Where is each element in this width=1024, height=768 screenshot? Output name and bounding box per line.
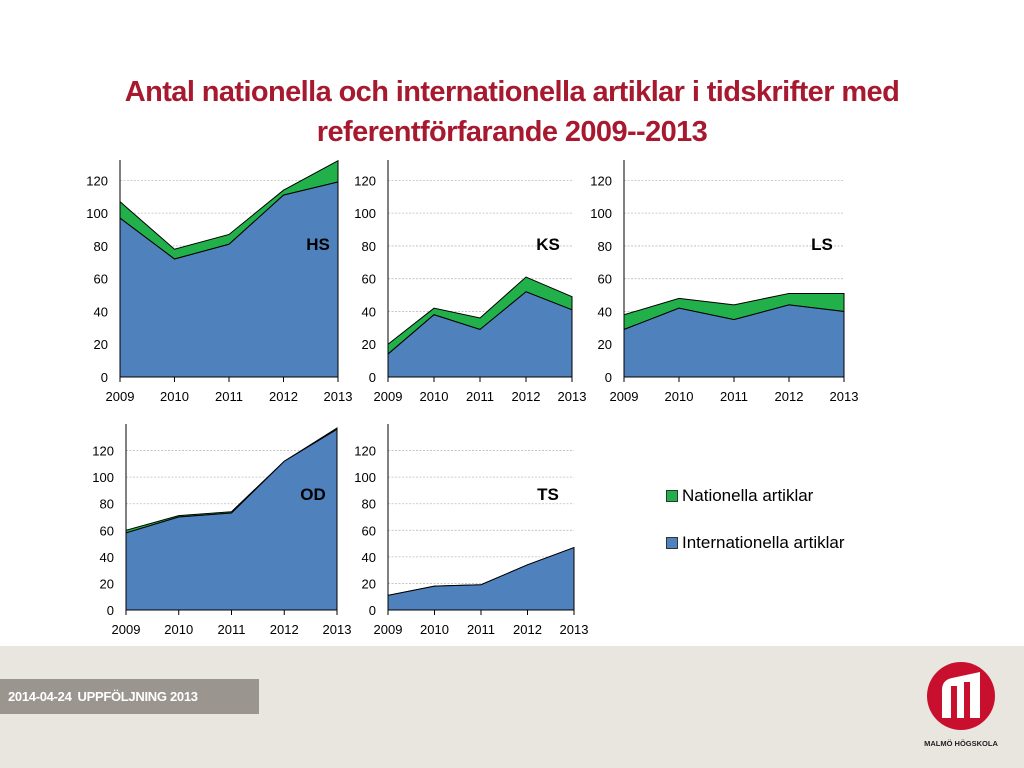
panel-label: TS [537, 485, 559, 504]
x-tick-label: 2013 [324, 389, 353, 404]
legend-swatch-national [666, 490, 678, 502]
footer-date-box: 2014-04-24 UPPFÖLJNING 2013 [0, 679, 259, 714]
x-tick-label: 2009 [610, 389, 639, 404]
y-tick-label: 20 [362, 576, 376, 591]
y-tick-label: 120 [590, 173, 612, 188]
y-tick-label: 100 [354, 206, 376, 221]
chart-ks: 0 20 40 60 80 100 120 2009 2010 2011 2012 2013 KS [354, 160, 587, 404]
x-tick-label: 2012 [270, 622, 299, 637]
panel-label: LS [811, 235, 833, 254]
chart-ts: 0 20 40 60 80 100 120 2009 2010 2011 2012 2013 TS [354, 424, 589, 637]
x-tick-label: 2012 [775, 389, 804, 404]
footer-label: UPPFÖLJNING 2013 [77, 689, 198, 704]
y-tick-label: 20 [598, 337, 612, 352]
page-title: Antal nationella och internationella art… [40, 72, 984, 152]
y-tick-label: 0 [107, 603, 114, 618]
x-tick-label: 2013 [830, 389, 859, 404]
international-area [119, 181, 339, 378]
chart-ls: 0 20 40 60 80 100 120 2009 2010 2011 2012 2013 LS [590, 160, 859, 404]
y-tick-label: 100 [590, 206, 612, 221]
panel-label: OD [300, 485, 326, 504]
y-tick-label: 40 [100, 550, 114, 565]
y-tick-label: 120 [86, 173, 108, 188]
y-tick-label: 120 [354, 444, 376, 459]
y-tick-label: 60 [362, 272, 376, 287]
y-tick-label: 120 [92, 444, 114, 459]
y-tick-label: 0 [605, 370, 612, 385]
international-area [387, 291, 573, 378]
x-tick-label: 2011 [215, 389, 243, 404]
x-tick-label: 2010 [160, 389, 189, 404]
x-tick-label: 2011 [467, 622, 495, 637]
legend-item-national: Nationella artiklar [666, 486, 886, 506]
footer-date: 2014-04-24 [8, 689, 72, 704]
y-tick-label: 60 [94, 272, 108, 287]
y-tick-label: 60 [362, 523, 376, 538]
x-tick-label: 2009 [374, 389, 403, 404]
y-tick-label: 0 [369, 603, 376, 618]
y-tick-label: 80 [94, 239, 108, 254]
x-tick-label: 2013 [558, 389, 587, 404]
malmo-hogskola-logo: MALMÖ HÖGSKOLA [924, 662, 998, 748]
x-tick-label: 2009 [112, 622, 141, 637]
y-tick-label: 80 [362, 497, 376, 512]
chart-od: 0 20 40 60 80 100 120 2009 2010 2011 2012 2013 OD [92, 424, 352, 637]
y-tick-label: 80 [100, 497, 114, 512]
legend-label-international: Internationella artiklar [682, 533, 845, 552]
x-tick-label: 2012 [512, 389, 541, 404]
x-tick-label: 2010 [164, 622, 193, 637]
y-tick-label: 80 [598, 239, 612, 254]
y-tick-label: 120 [354, 173, 376, 188]
y-tick-label: 100 [92, 470, 114, 485]
y-tick-label: 60 [598, 272, 612, 287]
panel-label: HS [306, 235, 330, 254]
y-tick-label: 0 [101, 370, 108, 385]
international-area [125, 428, 338, 611]
x-tick-label: 2013 [560, 622, 589, 637]
legend-swatch-international [666, 537, 678, 549]
title-line-2: referentförfarande 2009--2013 [316, 116, 708, 148]
y-tick-label: 100 [86, 206, 108, 221]
y-tick-label: 20 [100, 576, 114, 591]
international-area [623, 304, 845, 378]
title-line-1: Antal nationella och internationella art… [124, 76, 900, 108]
international-area [387, 546, 575, 611]
legend-item-international: Internationella artiklar [666, 533, 886, 553]
y-tick-label: 40 [598, 304, 612, 319]
x-tick-label: 2011 [466, 389, 494, 404]
panel-label: KS [536, 235, 560, 254]
legend-label-national: Nationella artiklar [682, 486, 814, 505]
chart-legend: Nationella artiklar Internationella arti… [666, 486, 886, 580]
logo-text: MALMÖ HÖGSKOLA [924, 739, 998, 748]
x-tick-label: 2009 [374, 622, 403, 637]
chart-hs: 0 20 40 60 80 100 120 2009 2010 2011 2012 2013 HS [86, 159, 353, 404]
y-tick-label: 40 [94, 304, 108, 319]
y-tick-label: 20 [94, 337, 108, 352]
y-tick-label: 40 [362, 304, 376, 319]
x-tick-label: 2010 [420, 622, 449, 637]
x-tick-label: 2012 [269, 389, 298, 404]
x-tick-label: 2009 [106, 389, 135, 404]
y-tick-label: 0 [369, 370, 376, 385]
y-tick-label: 60 [100, 523, 114, 538]
y-tick-label: 100 [354, 470, 376, 485]
y-tick-label: 20 [362, 337, 376, 352]
x-tick-label: 2010 [665, 389, 694, 404]
x-tick-label: 2011 [720, 389, 748, 404]
x-tick-label: 2010 [420, 389, 449, 404]
y-tick-label: 40 [362, 550, 376, 565]
x-tick-label: 2011 [218, 622, 246, 637]
x-tick-label: 2012 [513, 622, 542, 637]
y-tick-label: 80 [362, 239, 376, 254]
x-tick-label: 2013 [323, 622, 352, 637]
